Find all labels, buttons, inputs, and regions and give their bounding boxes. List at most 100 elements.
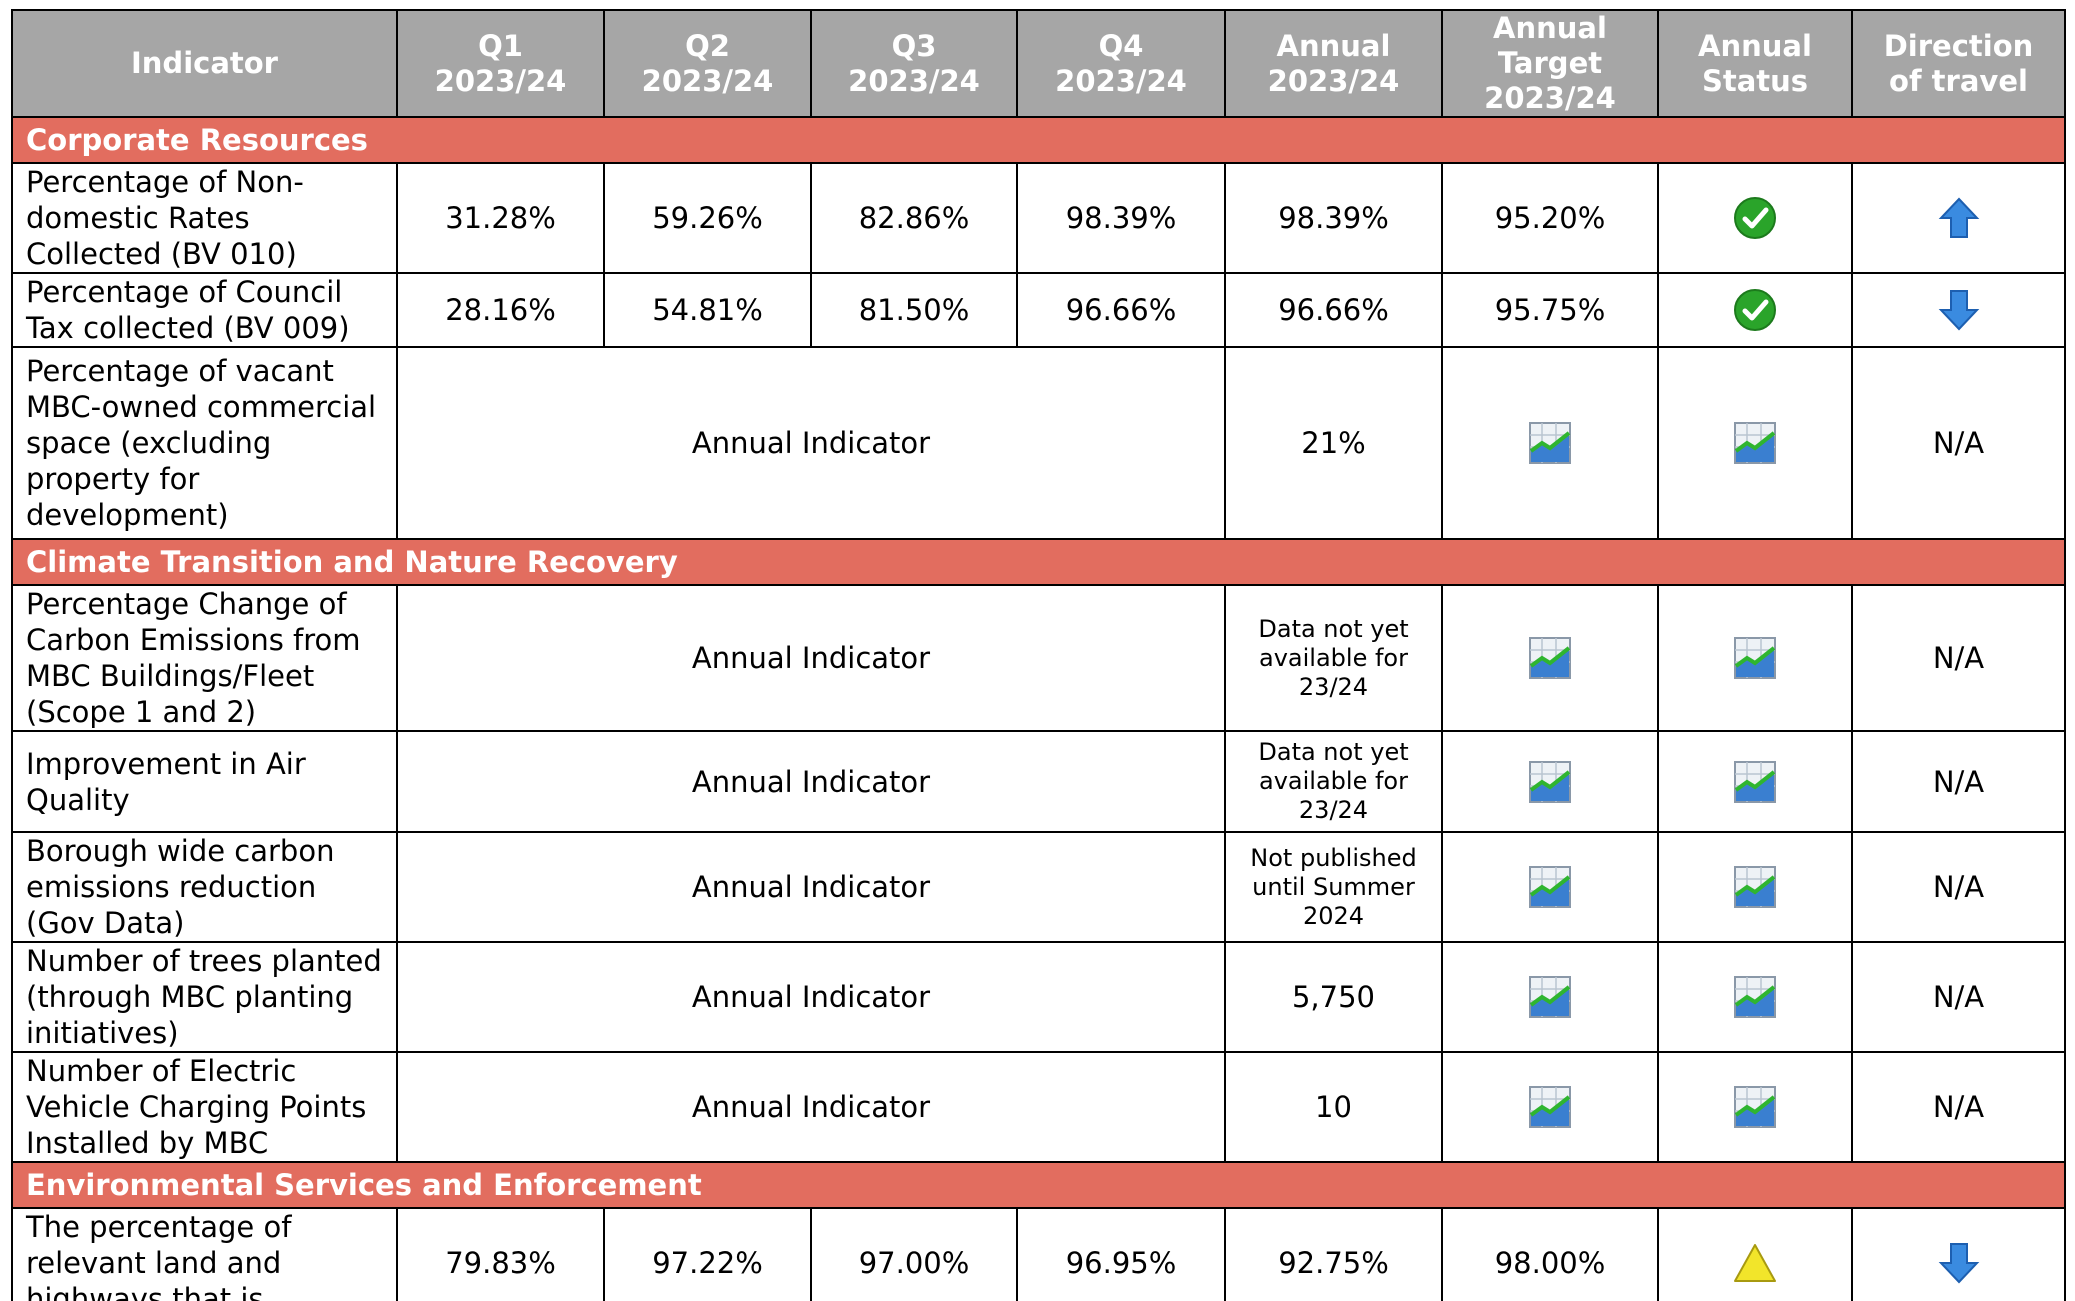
status-cell xyxy=(1657,941,1853,1053)
indicator: The percentage of relevant land and high… xyxy=(11,1207,398,1301)
indicator: Percentage Change of Carbon Emissions fr… xyxy=(11,584,398,732)
header-cell: Q1 2023/24 xyxy=(396,9,605,118)
row: The percentage of relevant land and high… xyxy=(11,1207,2066,1301)
indicator: Number of Electric Vehicle Charging Poin… xyxy=(11,1051,398,1163)
indicator: Improvement in Air Quality xyxy=(11,730,398,833)
header-cell: Annual Status xyxy=(1657,9,1853,118)
section-title: Climate Transition and Nature Recovery xyxy=(11,538,2066,586)
row: Percentage of Non-domestic Rates Collect… xyxy=(11,162,2066,274)
section-title: Corporate Resources xyxy=(11,116,2066,164)
status-cell xyxy=(1657,831,1853,943)
target-cell xyxy=(1441,941,1659,1053)
cell: 98.00% xyxy=(1441,1207,1659,1301)
cell: Annual Indicator xyxy=(396,730,1226,833)
cell: 21% xyxy=(1224,346,1443,540)
check-icon xyxy=(1733,288,1777,332)
status-cell xyxy=(1657,730,1853,833)
target-cell xyxy=(1441,831,1659,943)
row: Percentage of Council Tax collected (BV … xyxy=(11,272,2066,348)
chart-icon xyxy=(1733,975,1777,1019)
indicator: Borough wide carbon emissions reduction … xyxy=(11,831,398,943)
cell: 96.95% xyxy=(1016,1207,1226,1301)
direction-cell xyxy=(1851,1207,2066,1301)
section-row: Climate Transition and Nature Recovery xyxy=(11,538,2066,586)
direction-cell xyxy=(1851,162,2066,274)
chart-icon xyxy=(1733,421,1777,465)
cell: 31.28% xyxy=(396,162,605,274)
chart-icon xyxy=(1528,865,1572,909)
row: Number of trees planted (through MBC pla… xyxy=(11,941,2066,1053)
cell: 79.83% xyxy=(396,1207,605,1301)
chart-icon xyxy=(1528,975,1572,1019)
cell: 97.22% xyxy=(603,1207,812,1301)
cell: 98.39% xyxy=(1224,162,1443,274)
header-cell: Q3 2023/24 xyxy=(810,9,1018,118)
row: Number of Electric Vehicle Charging Poin… xyxy=(11,1051,2066,1163)
chart-icon xyxy=(1733,636,1777,680)
chart-icon xyxy=(1733,760,1777,804)
section-row: Environmental Services and Enforcement xyxy=(11,1161,2066,1209)
cell: 82.86% xyxy=(810,162,1018,274)
indicator: Percentage of Council Tax collected (BV … xyxy=(11,272,398,348)
check-icon xyxy=(1733,196,1777,240)
warning-icon xyxy=(1733,1241,1777,1285)
cell: Annual Indicator xyxy=(396,941,1226,1053)
arrow-down-icon xyxy=(1937,1241,1981,1285)
cell: 10 xyxy=(1224,1051,1443,1163)
cell: Annual Indicator xyxy=(396,831,1226,943)
arrow-up-icon xyxy=(1937,196,1981,240)
status-cell xyxy=(1657,162,1853,274)
cell: N/A xyxy=(1851,730,2066,833)
cell: 54.81% xyxy=(603,272,812,348)
target-cell xyxy=(1441,1051,1659,1163)
row: Borough wide carbon emissions reduction … xyxy=(11,831,2066,943)
cell: 5,750 xyxy=(1224,941,1443,1053)
indicator: Number of trees planted (through MBC pla… xyxy=(11,941,398,1053)
cell: Annual Indicator xyxy=(396,1051,1226,1163)
arrow-down-icon xyxy=(1937,288,1981,332)
cell: 96.66% xyxy=(1016,272,1226,348)
cell: 81.50% xyxy=(810,272,1018,348)
cell: 95.20% xyxy=(1441,162,1659,274)
kpi-table: Indicator Q1 2023/24 Q2 2023/24 Q3 2023/… xyxy=(11,9,2066,1301)
cell: Annual Indicator xyxy=(396,584,1226,732)
header-cell: Q4 2023/24 xyxy=(1016,9,1226,118)
cell: N/A xyxy=(1851,831,2066,943)
cell: 95.75% xyxy=(1441,272,1659,348)
status-cell xyxy=(1657,584,1853,732)
cell: Not published until Summer 2024 xyxy=(1224,831,1443,943)
section-row: Corporate Resources xyxy=(11,116,2066,164)
section-title: Environmental Services and Enforcement xyxy=(11,1161,2066,1209)
cell: 59.26% xyxy=(603,162,812,274)
chart-icon xyxy=(1528,421,1572,465)
cell: Data not yet available for 23/24 xyxy=(1224,730,1443,833)
status-cell xyxy=(1657,346,1853,540)
indicator: Percentage of Non-domestic Rates Collect… xyxy=(11,162,398,274)
target-cell xyxy=(1441,584,1659,732)
chart-icon xyxy=(1528,760,1572,804)
cell: 98.39% xyxy=(1016,162,1226,274)
target-cell xyxy=(1441,346,1659,540)
cell: 28.16% xyxy=(396,272,605,348)
cell: 97.00% xyxy=(810,1207,1018,1301)
chart-icon xyxy=(1733,1085,1777,1129)
status-cell xyxy=(1657,1207,1853,1301)
header-cell: Q2 2023/24 xyxy=(603,9,812,118)
row: Percentage of vacant MBC-owned commercia… xyxy=(11,346,2066,540)
cell: 92.75% xyxy=(1224,1207,1443,1301)
indicator: Percentage of vacant MBC-owned commercia… xyxy=(11,346,398,540)
chart-icon xyxy=(1733,865,1777,909)
header-cell: Annual Target 2023/24 xyxy=(1441,9,1659,118)
cell: 96.66% xyxy=(1224,272,1443,348)
target-cell xyxy=(1441,730,1659,833)
chart-icon xyxy=(1528,636,1572,680)
status-cell xyxy=(1657,1051,1853,1163)
cell: N/A xyxy=(1851,1051,2066,1163)
direction-cell xyxy=(1851,272,2066,348)
status-cell xyxy=(1657,272,1853,348)
header-cell: Annual 2023/24 xyxy=(1224,9,1443,118)
cell: N/A xyxy=(1851,346,2066,540)
cell: Data not yet available for 23/24 xyxy=(1224,584,1443,732)
cell: N/A xyxy=(1851,584,2066,732)
